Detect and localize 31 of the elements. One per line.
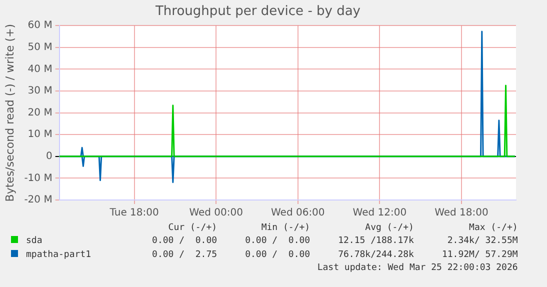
x-tick-label: Wed 12:00 bbox=[352, 208, 407, 219]
text: Max (-/+) bbox=[468, 222, 519, 234]
y-tick-label: 50 M bbox=[28, 42, 52, 53]
text: Last update: Wed Mar 25 22:00:03 2026 bbox=[316, 262, 519, 274]
y-tick-label: 10 M bbox=[28, 129, 52, 140]
text: 12.15 /188.17k bbox=[337, 235, 415, 248]
legend-label: mpatha-part1 bbox=[25, 249, 92, 262]
y-tick-label: 20 M bbox=[28, 107, 52, 118]
legend-label: sda bbox=[25, 235, 44, 248]
x-tick-label: Wed 18:00 bbox=[434, 208, 488, 219]
y-tick-label: 40 M bbox=[28, 64, 52, 75]
text: 2.34k/ 32.55M bbox=[446, 235, 519, 248]
y-tick-label: 0 bbox=[46, 150, 52, 162]
text: Avg (-/+) bbox=[364, 222, 415, 234]
text: 0.00 / 0.00 bbox=[244, 249, 312, 262]
text: 11.92M/ 57.29M bbox=[440, 249, 519, 262]
y-tick-label: -10 M bbox=[24, 172, 52, 184]
y-axis-title: Bytes/second read (-) / write (+) bbox=[3, 24, 16, 202]
x-tick-label: Tue 18:00 bbox=[108, 208, 159, 219]
text: 0.00 / 0.00 bbox=[151, 235, 218, 248]
x-tick-label: Wed 06:00 bbox=[270, 208, 325, 219]
x-tick-label: Wed 00:00 bbox=[189, 208, 244, 219]
y-tick-label: 30 M bbox=[28, 86, 52, 97]
y-tick-label: -20 M bbox=[24, 194, 52, 206]
y-tick-label: 60 M bbox=[28, 20, 52, 32]
text: 76.78k/244.28k bbox=[337, 249, 415, 262]
text: Cur (-/+) bbox=[167, 222, 218, 234]
text: 0.00 / 2.75 bbox=[151, 249, 218, 262]
text: Min (-/+) bbox=[260, 222, 312, 234]
chart-title: Throughput per device - by day bbox=[154, 4, 361, 20]
text: 0.00 / 0.00 bbox=[244, 235, 312, 248]
